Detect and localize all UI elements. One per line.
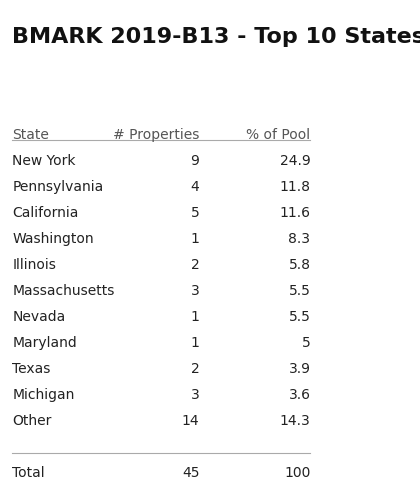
Text: Pennsylvania: Pennsylvania	[12, 180, 104, 194]
Text: 3.9: 3.9	[289, 362, 310, 376]
Text: Maryland: Maryland	[12, 337, 77, 351]
Text: 3: 3	[191, 284, 200, 299]
Text: # Properties: # Properties	[113, 128, 200, 142]
Text: Other: Other	[12, 414, 52, 429]
Text: 5: 5	[302, 337, 310, 351]
Text: BMARK 2019-B13 - Top 10 States: BMARK 2019-B13 - Top 10 States	[12, 27, 420, 47]
Text: Massachusetts: Massachusetts	[12, 284, 115, 299]
Text: State: State	[12, 128, 49, 142]
Text: Texas: Texas	[12, 362, 51, 376]
Text: % of Pool: % of Pool	[246, 128, 310, 142]
Text: 5.5: 5.5	[289, 310, 310, 324]
Text: 1: 1	[191, 337, 200, 351]
Text: 3: 3	[191, 389, 200, 402]
Text: Michigan: Michigan	[12, 389, 75, 402]
Text: 8.3: 8.3	[289, 232, 310, 246]
Text: 100: 100	[284, 466, 310, 480]
Text: 14.3: 14.3	[280, 414, 310, 429]
Text: 2: 2	[191, 259, 200, 272]
Text: 1: 1	[191, 310, 200, 324]
Text: 5.5: 5.5	[289, 284, 310, 299]
Text: 9: 9	[191, 154, 200, 169]
Text: 2: 2	[191, 362, 200, 376]
Text: Illinois: Illinois	[12, 259, 56, 272]
Text: Total: Total	[12, 466, 45, 480]
Text: 11.6: 11.6	[279, 206, 310, 221]
Text: 3.6: 3.6	[289, 389, 310, 402]
Text: Nevada: Nevada	[12, 310, 66, 324]
Text: 45: 45	[182, 466, 199, 480]
Text: 24.9: 24.9	[280, 154, 310, 169]
Text: 11.8: 11.8	[279, 180, 310, 194]
Text: California: California	[12, 206, 79, 221]
Text: 14: 14	[182, 414, 199, 429]
Text: 4: 4	[191, 180, 200, 194]
Text: 5: 5	[191, 206, 200, 221]
Text: Washington: Washington	[12, 232, 94, 246]
Text: 5.8: 5.8	[289, 259, 310, 272]
Text: 1: 1	[191, 232, 200, 246]
Text: New York: New York	[12, 154, 76, 169]
